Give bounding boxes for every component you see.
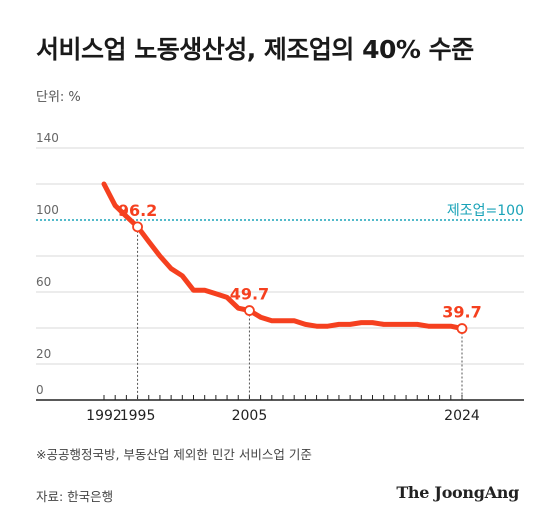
y-tick-label: 20 [36,347,51,361]
x-tick-label: 1995 [120,408,156,424]
source-label: 자료: 한국은행 [36,489,114,504]
data-point-marker [132,221,143,233]
footnote: ※공공행정국방, 부동산업 제외한 민간 서비스업 기준 [36,447,312,462]
x-tick-label: 2005 [232,408,268,424]
y-tick-label: 60 [36,275,51,289]
chart-title: 서비스업 노동생산성, 제조업의 40% 수준 [36,35,474,64]
data-label: 96.2 [118,201,157,220]
data-point-marker [244,305,255,316]
data-label: 49.7 [230,285,269,304]
unit-label: 단위: % [36,90,81,105]
x-tick-label: 1992 [86,408,122,424]
data-label: 39.7 [442,303,481,322]
x-tick-label: 2024 [444,408,480,424]
y-tick-label: 140 [36,131,59,145]
y-tick-label: 100 [36,203,59,217]
y-tick-label: 0 [36,383,44,397]
reference-line-label: 제조업=100 [447,203,524,219]
series-line [101,181,465,331]
data-point-marker [456,323,468,334]
publisher-logo: The JoongAng [396,483,519,502]
